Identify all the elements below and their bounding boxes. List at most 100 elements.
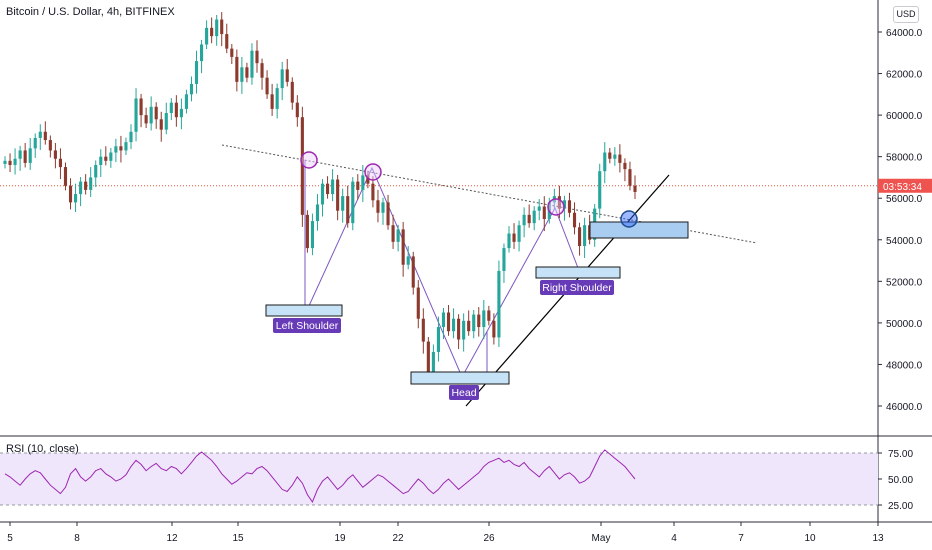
candle bbox=[270, 83, 274, 116]
currency-button[interactable]: USD bbox=[893, 6, 919, 23]
candle bbox=[230, 44, 234, 64]
candle-body bbox=[598, 171, 602, 209]
candle bbox=[3, 156, 7, 169]
candle-body bbox=[366, 175, 370, 184]
candle-body bbox=[18, 150, 22, 159]
candle-body bbox=[532, 210, 536, 224]
price-tag: 03:53:34 bbox=[883, 182, 922, 193]
candle bbox=[381, 197, 385, 225]
candle-body bbox=[73, 194, 78, 203]
candle-body bbox=[381, 202, 385, 213]
candle bbox=[184, 89, 189, 114]
x-tick-label: 12 bbox=[166, 533, 178, 544]
candle-body bbox=[310, 221, 315, 249]
chart-title: Bitcoin / U.S. Dollar, 4h, BITFINEX bbox=[6, 6, 175, 18]
candle bbox=[240, 56, 244, 94]
right-shoulder-label: Right Shoulder bbox=[540, 280, 614, 295]
candle-body bbox=[457, 318, 461, 340]
candle bbox=[94, 160, 98, 188]
candle bbox=[300, 106, 304, 227]
candle bbox=[149, 96, 153, 131]
candle-body bbox=[174, 102, 178, 118]
candle bbox=[341, 188, 345, 223]
candle bbox=[119, 135, 123, 163]
right-shoulder-label-text: Right Shoulder bbox=[542, 282, 612, 294]
candle bbox=[436, 316, 441, 362]
candle-body bbox=[265, 77, 269, 95]
candle-body bbox=[205, 27, 209, 45]
candle bbox=[174, 95, 178, 127]
x-tick-label: 26 bbox=[483, 533, 495, 544]
candle-body bbox=[225, 34, 229, 49]
candle bbox=[406, 246, 410, 270]
candle-body bbox=[421, 318, 425, 342]
rsi-level-label: 75.00 bbox=[888, 449, 913, 460]
candle-body bbox=[280, 69, 284, 89]
candle bbox=[275, 83, 279, 119]
candle-body bbox=[119, 146, 123, 151]
y-tick-label: 64000.0 bbox=[886, 28, 923, 39]
rsi-level-label: 25.00 bbox=[888, 501, 913, 512]
candle bbox=[598, 163, 602, 219]
candle-body bbox=[245, 67, 249, 78]
candle bbox=[416, 280, 420, 329]
candle-body bbox=[572, 212, 577, 228]
candle bbox=[53, 142, 57, 169]
candle-body bbox=[109, 152, 113, 161]
candle-body bbox=[38, 131, 42, 138]
candle-body bbox=[477, 314, 481, 328]
right-shoulder-circle bbox=[547, 198, 565, 216]
candle-body bbox=[386, 202, 390, 226]
candle-body bbox=[325, 183, 330, 195]
candle bbox=[144, 107, 148, 128]
candle-body bbox=[260, 63, 264, 78]
rsi-level-label: 50.00 bbox=[888, 475, 913, 486]
x-tick-label: 4 bbox=[671, 533, 677, 544]
candle bbox=[199, 39, 204, 74]
candle bbox=[451, 308, 456, 339]
candle bbox=[426, 337, 430, 378]
candle bbox=[48, 135, 52, 158]
candle bbox=[305, 210, 309, 253]
breakout-zone bbox=[589, 221, 689, 239]
candle bbox=[517, 220, 521, 252]
x-tick-label: 19 bbox=[334, 533, 346, 544]
candle-body bbox=[628, 169, 632, 186]
candle bbox=[633, 175, 637, 200]
candle-body bbox=[215, 19, 219, 37]
candle bbox=[220, 12, 224, 47]
candle-body bbox=[210, 27, 214, 37]
candle bbox=[13, 148, 17, 175]
candle bbox=[366, 170, 370, 189]
candle bbox=[462, 313, 466, 352]
candle-body bbox=[53, 150, 57, 159]
candle bbox=[623, 158, 627, 182]
candle-body bbox=[411, 256, 415, 288]
candle-body bbox=[527, 214, 531, 224]
candle-body bbox=[356, 181, 360, 190]
candle bbox=[84, 174, 88, 195]
candle bbox=[18, 145, 22, 171]
candle-body bbox=[184, 94, 189, 109]
candle bbox=[613, 147, 617, 166]
candle-body bbox=[472, 314, 476, 332]
candle-body bbox=[567, 200, 572, 213]
candle-body bbox=[371, 183, 375, 201]
candle bbox=[396, 224, 400, 252]
left-shoulder-circle bbox=[300, 151, 318, 169]
candle-body bbox=[487, 310, 491, 321]
candle-body bbox=[376, 200, 380, 213]
candle-body bbox=[537, 206, 541, 211]
candle bbox=[532, 206, 536, 231]
candle-body bbox=[89, 177, 93, 190]
x-tick-label: May bbox=[592, 533, 611, 544]
candle-body bbox=[583, 225, 587, 247]
candle bbox=[356, 174, 360, 200]
candle bbox=[255, 40, 259, 73]
left-shoulder-zone bbox=[265, 304, 343, 317]
candle bbox=[522, 207, 526, 238]
candle-body bbox=[623, 162, 627, 170]
candle bbox=[320, 179, 325, 217]
